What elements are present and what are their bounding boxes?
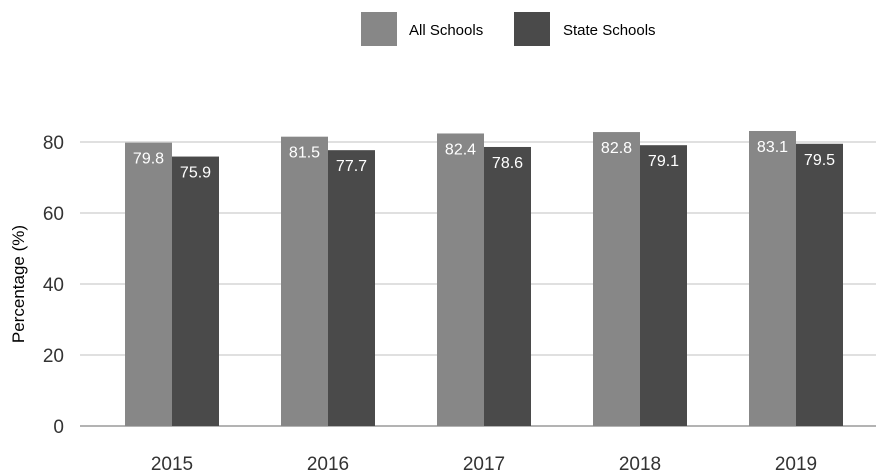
- bar-state-schools-2019: [796, 143, 843, 426]
- legend-label: All Schools: [409, 22, 483, 39]
- y-tick-label: 40: [43, 275, 64, 296]
- y-axis-title: Percentage (%): [9, 225, 28, 343]
- bar-all-schools-2016: [281, 136, 328, 427]
- data-label: 77.7: [336, 158, 367, 175]
- legend: All Schools State Schools: [361, 12, 656, 46]
- data-label: 75.9: [180, 165, 211, 182]
- data-label: 83.1: [757, 139, 788, 156]
- x-axis-ticks: 2015 2016 2017 2018 2019: [151, 454, 817, 473]
- x-tick-label: 2015: [151, 454, 193, 473]
- data-label: 79.5: [804, 152, 835, 169]
- data-label: 78.6: [492, 155, 523, 172]
- bar-state-schools-2017: [484, 146, 531, 426]
- bar-state-schools-2016: [328, 150, 375, 427]
- data-labels: 79.8 75.9 81.5 77.7 82.4 78.6 82.8 79.1 83.1 79.5: [133, 139, 835, 182]
- legend-swatch: [361, 12, 397, 46]
- bar-state-schools-2015: [172, 156, 219, 426]
- bar-all-schools-2018: [593, 132, 640, 426]
- legend-label: State Schools: [563, 22, 656, 39]
- y-tick-label: 0: [53, 417, 64, 438]
- data-label: 79.8: [133, 151, 164, 168]
- data-label: 81.5: [289, 145, 320, 162]
- y-tick-label: 20: [43, 346, 64, 367]
- x-tick-label: 2017: [463, 454, 505, 473]
- x-tick-label: 2019: [775, 454, 817, 473]
- y-axis-ticks: 0 20 40 60 80: [43, 133, 64, 438]
- y-tick-label: 80: [43, 133, 64, 154]
- bar-all-schools-2019: [749, 130, 796, 426]
- bar-state-schools-2018: [640, 145, 687, 426]
- data-label: 82.4: [445, 141, 476, 158]
- bar-all-schools-2017: [437, 133, 484, 427]
- data-label: 82.8: [601, 140, 632, 157]
- legend-swatch: [514, 12, 550, 46]
- x-tick-label: 2018: [619, 454, 661, 473]
- bars: [125, 130, 843, 427]
- y-tick-label: 60: [43, 204, 64, 225]
- bar-all-schools-2015: [125, 142, 172, 426]
- x-tick-label: 2016: [307, 454, 349, 473]
- data-label: 79.1: [648, 153, 679, 170]
